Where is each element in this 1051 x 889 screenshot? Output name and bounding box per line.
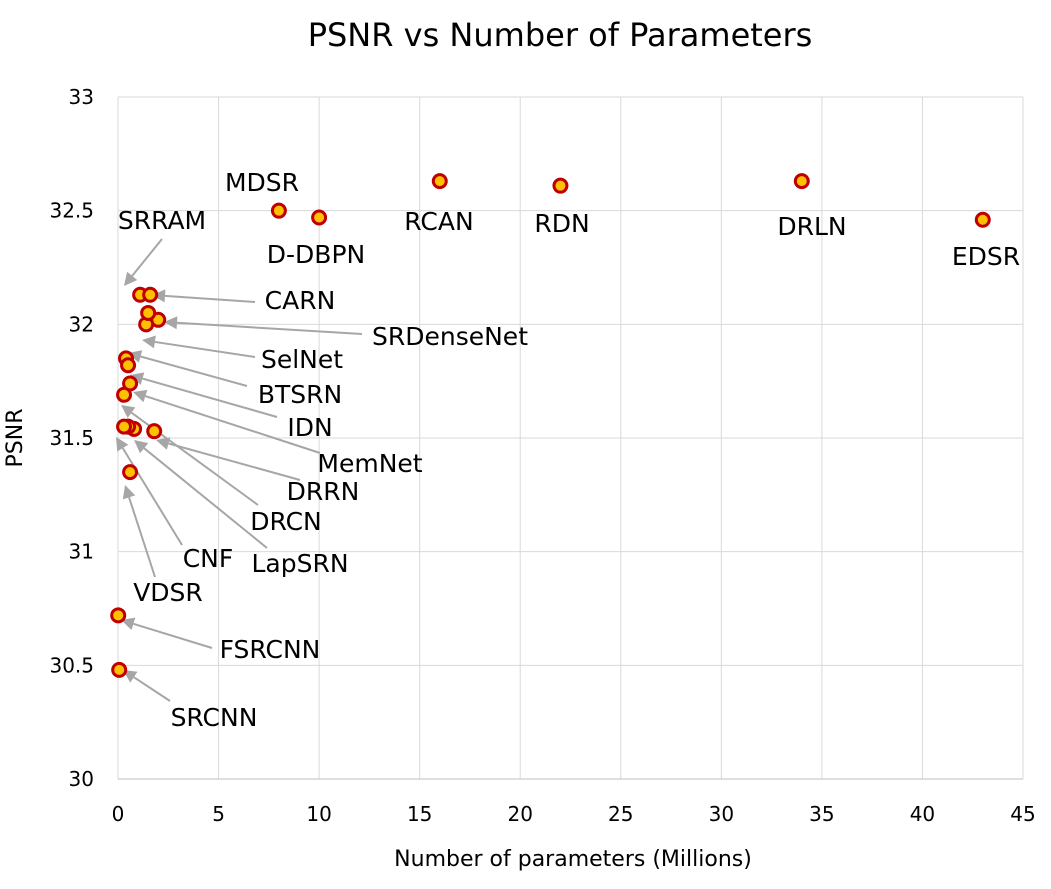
point-labels: MDSR D-DBPN RCAN RDN DRLN EDSR SRRAM CARN SRDens… bbox=[118, 168, 1020, 732]
x-axis-label: Number of parameters (Millions) bbox=[394, 847, 752, 872]
axes: 30 30.5 31 31.5 32 32.5 33 0 5 10 15 20 25 30 35 40 45 bbox=[49, 85, 1035, 826]
x-tick-label: 35 bbox=[809, 802, 834, 826]
leader-line bbox=[142, 377, 278, 418]
leader-arrowhead bbox=[124, 271, 138, 286]
data-points bbox=[110, 173, 991, 678]
leader-arrowhead bbox=[121, 405, 136, 418]
leader-arrowhead bbox=[116, 437, 129, 452]
point-label: IDN bbox=[287, 413, 332, 442]
leader-arrowhead bbox=[130, 372, 145, 385]
point-label: MDSR bbox=[225, 168, 299, 197]
leader-line bbox=[143, 447, 268, 549]
data-point bbox=[110, 607, 127, 624]
leader-arrowhead bbox=[142, 335, 156, 349]
x-tick-label: 40 bbox=[910, 802, 935, 826]
leader-line bbox=[154, 340, 256, 358]
data-point bbox=[142, 286, 159, 303]
y-tick-label: 32.5 bbox=[49, 199, 94, 223]
y-tick-label: 30.5 bbox=[49, 653, 94, 677]
leader-arrowhead bbox=[134, 440, 149, 454]
point-label: BTSRN bbox=[258, 380, 342, 409]
chart-title: PSNR vs Number of Parameters bbox=[308, 16, 813, 54]
leader-arrowhead bbox=[123, 670, 138, 683]
leader-line bbox=[140, 355, 248, 387]
point-label: RCAN bbox=[404, 207, 473, 236]
point-label: DRLN bbox=[777, 212, 846, 241]
leader-line bbox=[133, 622, 213, 649]
leader-line bbox=[128, 497, 156, 578]
point-label: SRDenseNet bbox=[372, 322, 528, 351]
y-axis-label: PSNR bbox=[3, 409, 28, 468]
leader-line bbox=[164, 294, 256, 303]
x-tick-label: 20 bbox=[507, 802, 532, 826]
data-point bbox=[552, 177, 569, 194]
data-point bbox=[974, 211, 991, 228]
data-point bbox=[793, 173, 810, 190]
y-tick-label: 32 bbox=[69, 312, 94, 336]
point-label: FSRCNN bbox=[220, 635, 321, 664]
point-label: DRCN bbox=[250, 507, 322, 536]
leader-arrowhead bbox=[156, 437, 171, 450]
x-tick-label: 0 bbox=[112, 802, 125, 826]
leader-line bbox=[176, 321, 363, 335]
x-tick-label: 25 bbox=[608, 802, 633, 826]
y-tick-label: 30 bbox=[69, 767, 94, 791]
point-label: CARN bbox=[265, 286, 336, 315]
data-point bbox=[431, 173, 448, 190]
y-tick-label: 31 bbox=[69, 540, 94, 564]
leader-arrowhead bbox=[121, 617, 136, 631]
point-label: VDSR bbox=[133, 578, 203, 607]
leader-arrowhead bbox=[164, 316, 178, 330]
data-point bbox=[116, 418, 133, 435]
x-tick-label: 10 bbox=[306, 802, 331, 826]
point-label: DRRN bbox=[287, 477, 360, 506]
data-point bbox=[311, 209, 328, 226]
data-point bbox=[116, 386, 133, 403]
point-label: SelNet bbox=[261, 345, 343, 374]
y-tick-label: 31.5 bbox=[49, 426, 94, 450]
x-tick-label: 30 bbox=[709, 802, 734, 826]
x-tick-label: 5 bbox=[212, 802, 225, 826]
data-point bbox=[140, 304, 157, 321]
leader-line bbox=[145, 395, 321, 454]
data-point bbox=[122, 464, 139, 481]
data-point bbox=[120, 357, 137, 374]
point-label: MemNet bbox=[317, 449, 422, 478]
point-label: SRCNN bbox=[171, 703, 258, 732]
leader-lines bbox=[116, 238, 363, 702]
data-point bbox=[270, 202, 287, 219]
point-label: D-DBPN bbox=[267, 240, 365, 269]
leader-line bbox=[133, 676, 171, 702]
data-point bbox=[146, 423, 163, 440]
point-label: SRRAM bbox=[118, 206, 206, 235]
point-label: EDSR bbox=[952, 242, 1020, 271]
x-tick-label: 45 bbox=[1010, 802, 1035, 826]
grid bbox=[117, 96, 1024, 780]
leader-arrowhead bbox=[152, 289, 166, 303]
leader-arrowhead bbox=[122, 485, 136, 500]
data-point bbox=[111, 661, 128, 678]
y-tick-label: 33 bbox=[69, 85, 94, 109]
point-label: LapSRN bbox=[251, 549, 348, 578]
leader-arrowhead bbox=[133, 389, 148, 403]
leader-line bbox=[131, 238, 163, 277]
point-label: CNF bbox=[183, 544, 234, 573]
x-tick-label: 15 bbox=[407, 802, 432, 826]
point-label: RDN bbox=[534, 209, 589, 238]
leader-line bbox=[121, 447, 183, 546]
leader-line bbox=[168, 442, 301, 481]
